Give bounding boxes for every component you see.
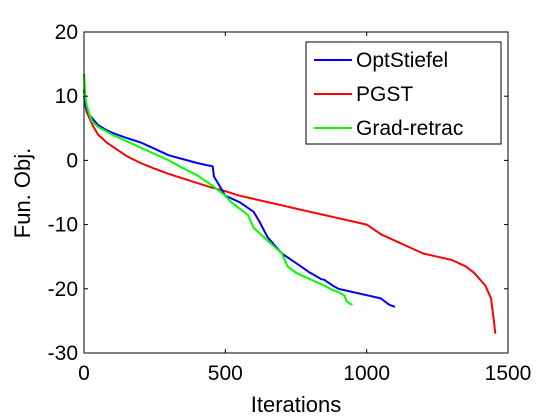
- legend-label: PGST: [356, 83, 413, 106]
- series-line-optstiefel: [83, 89, 396, 308]
- x-tick-label: 1500: [485, 362, 532, 385]
- y-axis-label: Fun. Obj.: [10, 148, 35, 238]
- x-axis: 0 500 1000 1500: [78, 32, 531, 385]
- series-line-grad-retrac: [83, 73, 353, 306]
- y-tick-label: -20: [48, 278, 78, 301]
- legend-label: OptStiefel: [356, 49, 448, 72]
- x-axis-label: Iterations: [251, 392, 342, 417]
- plot-frame: [83, 31, 509, 354]
- series-line-pgst: [83, 96, 497, 334]
- series-layer: [83, 73, 497, 334]
- y-tick-label: 20: [55, 21, 78, 44]
- y-tick-label: 0: [66, 149, 78, 172]
- y-tick-label: -10: [48, 214, 78, 237]
- y-axis: 20 10 0 -10 -20 -30: [48, 21, 508, 365]
- x-tick-label: 500: [208, 362, 243, 385]
- legend: OptStiefel PGST Grad-retrac: [305, 41, 502, 145]
- y-tick-label: -30: [48, 342, 78, 365]
- x-tick-label: 1000: [343, 362, 390, 385]
- legend-label: Grad-retrac: [356, 117, 463, 140]
- x-tick-label: 0: [78, 362, 90, 385]
- y-tick-label: 10: [55, 85, 78, 108]
